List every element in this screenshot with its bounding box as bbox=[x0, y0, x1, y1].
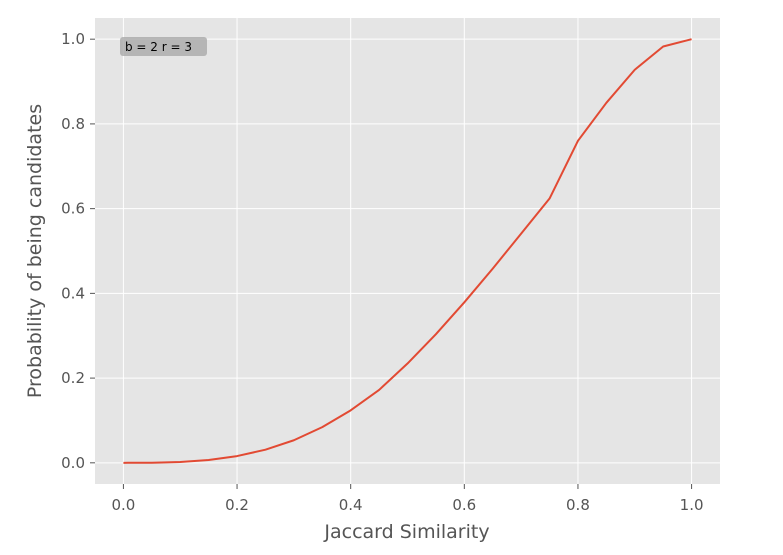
ticks: 0.0 0.2 0.4 0.6 0.8 1.0 0.0 0.2 0.4 0.6 0.8 1.0 bbox=[61, 30, 703, 514]
y-axis-title: Probability of being candidates bbox=[24, 104, 46, 398]
y-tick-label: 1.0 bbox=[61, 30, 85, 48]
series bbox=[123, 38, 692, 464]
y-tick-label: 0.4 bbox=[61, 284, 85, 302]
x-tick-label: 0.4 bbox=[339, 496, 363, 514]
x-tick-label: 0.2 bbox=[225, 496, 249, 514]
x-tick-label: 0.6 bbox=[452, 496, 476, 514]
y-tick-label: 0.0 bbox=[61, 454, 85, 472]
annotation-text: b = 2 r = 3 bbox=[125, 40, 192, 54]
annotation-box: b = 2 r = 3 bbox=[120, 37, 207, 56]
annotation-background bbox=[120, 37, 207, 56]
plot-area bbox=[95, 18, 720, 484]
series-line bbox=[123, 38, 692, 464]
x-axis-title: Jaccard Similarity bbox=[323, 521, 489, 543]
y-tick-label: 0.2 bbox=[61, 369, 85, 387]
x-tick-label: 1.0 bbox=[680, 496, 704, 514]
y-tick-label: 0.8 bbox=[61, 115, 85, 133]
x-tick-label: 0.8 bbox=[566, 496, 590, 514]
x-tick-label: 0.0 bbox=[111, 496, 135, 514]
y-tick-label: 0.6 bbox=[61, 200, 85, 218]
